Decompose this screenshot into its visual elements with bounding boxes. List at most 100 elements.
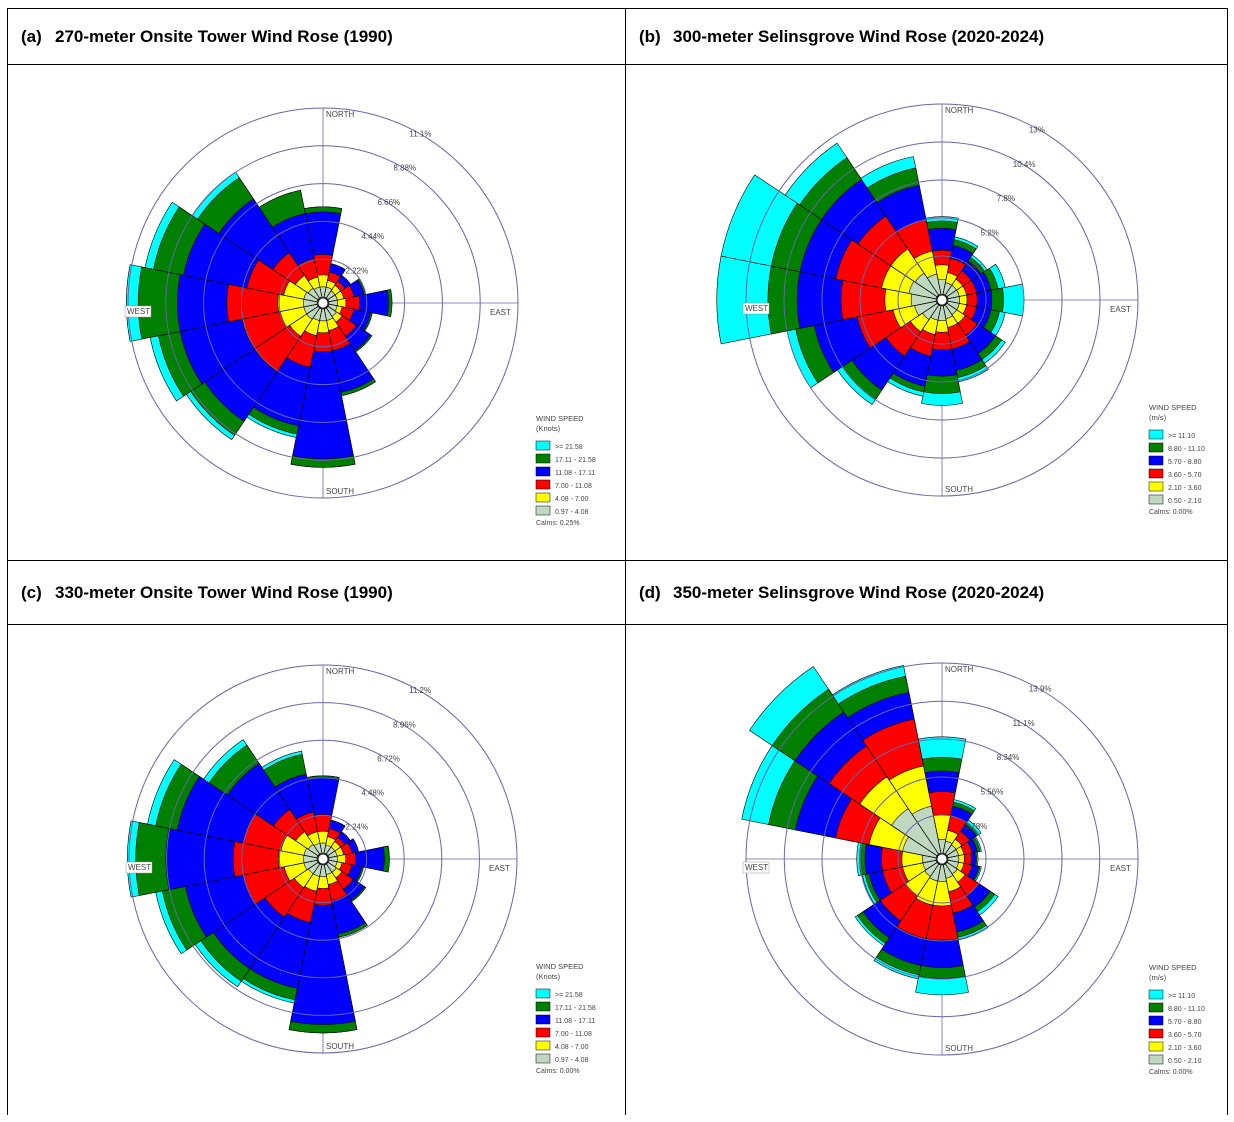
legend-entry: 7.00 - 11.08 <box>555 483 592 490</box>
ring <box>897 814 987 904</box>
legend-entry: 5.70 - 8.80 <box>1168 1019 1202 1026</box>
ring-label: 2.78% <box>965 822 988 831</box>
legend-swatch <box>1148 442 1164 453</box>
legend-title: WIND SPEED <box>1149 963 1197 972</box>
ring <box>240 220 406 386</box>
wind-wedge <box>911 805 942 855</box>
legend-title: (Knots) <box>536 424 561 433</box>
figure-grid: (a) 270-meter Onsite Tower Wind Rose (19… <box>7 8 1228 1115</box>
legend: WIND SPEED(m/s) >= 11.10 8.80 - 11.10 5.70 … <box>1148 403 1205 516</box>
legend-swatch <box>535 1040 551 1051</box>
legend-swatch <box>1148 429 1164 440</box>
legend: WIND SPEED(m/s) >= 11.10 8.80 - 11.10 5.70 … <box>1148 963 1205 1076</box>
ring <box>897 255 987 345</box>
panel-d-letter: (d) <box>639 582 661 602</box>
legend-entry: 3.60 - 5.70 <box>1168 1032 1202 1039</box>
legend-swatch <box>1148 481 1164 492</box>
south-label: SOUTH <box>326 487 354 496</box>
legend-entry: 2.10 - 3.60 <box>1168 1045 1202 1052</box>
west-label-box <box>742 861 770 874</box>
legend-swatch <box>535 1001 551 1012</box>
wind-wedge <box>313 286 323 299</box>
panel-c-title-text: 330-meter Onsite Tower Wind Rose (1990) <box>55 582 393 602</box>
ring-label: 7.8% <box>997 194 1015 203</box>
south-label: SOUTH <box>945 1044 973 1053</box>
legend-entry: 5.70 - 8.80 <box>1168 459 1202 466</box>
south-label: SOUTH <box>326 1042 354 1051</box>
east-label: EAST <box>489 864 510 873</box>
ring-label: 2.6% <box>965 263 983 272</box>
ring-label: 10.4% <box>1013 160 1036 169</box>
ring <box>821 738 1063 980</box>
wind-rose-c: 2.24% 4.48% 6.72% 8.96% 11.2% NORTH EAST SOUTH W… <box>125 664 596 1075</box>
ring <box>278 814 368 904</box>
legend-swatch <box>535 505 551 516</box>
panel-b-title-text: 300-meter Selinsgrove Wind Rose (2020-20… <box>673 26 1045 46</box>
ring-label: 2.22% <box>346 266 369 275</box>
legend-swatch <box>1148 1015 1164 1026</box>
legend-swatch <box>535 453 551 464</box>
panel-a-title-text: 270-meter Onsite Tower Wind Rose (1990) <box>55 26 393 46</box>
ring <box>127 107 519 499</box>
calms-label: Calms: 0.00% <box>1149 509 1193 516</box>
legend-swatch <box>535 1027 551 1038</box>
ring-label: 4.48% <box>361 788 384 797</box>
legend-entry: 0.50 - 2.10 <box>1168 498 1202 505</box>
wind-rose-a: 2.22% 4.44% 6.66% 8.88% 11.1% NORTH EAST SOUTH W… <box>124 107 596 527</box>
legend-swatch <box>1148 1054 1164 1065</box>
wind-rose-d: 2.78% 5.56% 8.34% 11.1% 13.9% NORTH EAST SOUTH W… <box>741 662 1205 1076</box>
ring-label: 11.2% <box>409 686 431 695</box>
legend-entry: 17.11 - 21.58 <box>555 1005 596 1012</box>
ring <box>783 141 1101 459</box>
east-label: EAST <box>490 308 511 317</box>
north-label: NORTH <box>326 110 355 119</box>
legend-entry: 0.97 - 4.08 <box>555 1057 589 1064</box>
ring-label: 11.1% <box>1013 719 1035 728</box>
panel-c-title: (c) 330-meter Onsite Tower Wind Rose (19… <box>8 561 626 625</box>
ring <box>203 183 443 423</box>
wind-wedge <box>926 273 942 296</box>
panel-b-chart: 2.6% 5.2% 7.8% 10.4% 13% NORTH EAST SOUTH WEST WI… <box>626 65 1228 561</box>
south-label: SOUTH <box>945 485 973 494</box>
north-label: NORTH <box>945 106 974 115</box>
panel-b-title: (b) 300-meter Selinsgrove Wind Rose (202… <box>626 9 1228 65</box>
legend-entry: 8.80 - 11.10 <box>1168 446 1205 453</box>
ring-label: 8.88% <box>393 164 416 173</box>
ring <box>166 702 480 1016</box>
legend-entry: 0.97 - 4.08 <box>555 509 589 516</box>
legend-swatch <box>1148 455 1164 466</box>
legend-title: (m/s) <box>1149 973 1167 982</box>
legend-entry: 8.80 - 11.10 <box>1168 1006 1205 1013</box>
ring-label: 13% <box>1029 125 1045 134</box>
center-hole <box>317 297 329 309</box>
west-label-box <box>125 861 153 874</box>
north-label: NORTH <box>326 667 355 676</box>
wind-rose-plot: 2.6% 5.2% 7.8% 10.4% 13% NORTH EAST SOUTH WEST <box>716 103 1139 497</box>
east-label: EAST <box>1110 305 1131 314</box>
ring-label: 6.72% <box>377 754 400 763</box>
legend-entry: 11.08 - 17.11 <box>555 1018 595 1025</box>
ring <box>128 664 518 1054</box>
legend-entry: 4.08 - 7.00 <box>555 1044 589 1051</box>
ring-label: 8.34% <box>997 753 1020 762</box>
ring-label: 2.24% <box>345 822 368 831</box>
panel-c-chart: 2.24% 4.48% 6.72% 8.96% 11.2% NORTH EAST SOUTH W… <box>8 625 626 1115</box>
ring <box>165 145 481 461</box>
ring-label: 6.66% <box>377 198 400 207</box>
legend-entry: >= 11.10 <box>1168 433 1195 440</box>
legend-entry: >= 21.58 <box>555 992 583 999</box>
ring-label: 8.96% <box>393 720 416 729</box>
ring-label: 13.9% <box>1029 684 1052 693</box>
calms-label: Calms: 0.00% <box>536 1068 580 1075</box>
ring <box>821 179 1063 421</box>
legend-title: (Knots) <box>536 972 561 981</box>
panel-a-chart: 2.22% 4.44% 6.66% 8.88% 11.1% NORTH EAST SOUTH W… <box>8 65 626 561</box>
west-label: WEST <box>128 863 151 872</box>
ring-label: 5.2% <box>981 229 999 238</box>
legend-entry: 0.50 - 2.10 <box>1168 1058 1202 1065</box>
center-hole <box>317 853 329 865</box>
legend-entry: 7.00 - 11.08 <box>555 1031 592 1038</box>
center-hole <box>936 853 948 865</box>
legend-swatch <box>1148 1041 1164 1052</box>
west-label: WEST <box>127 307 150 316</box>
